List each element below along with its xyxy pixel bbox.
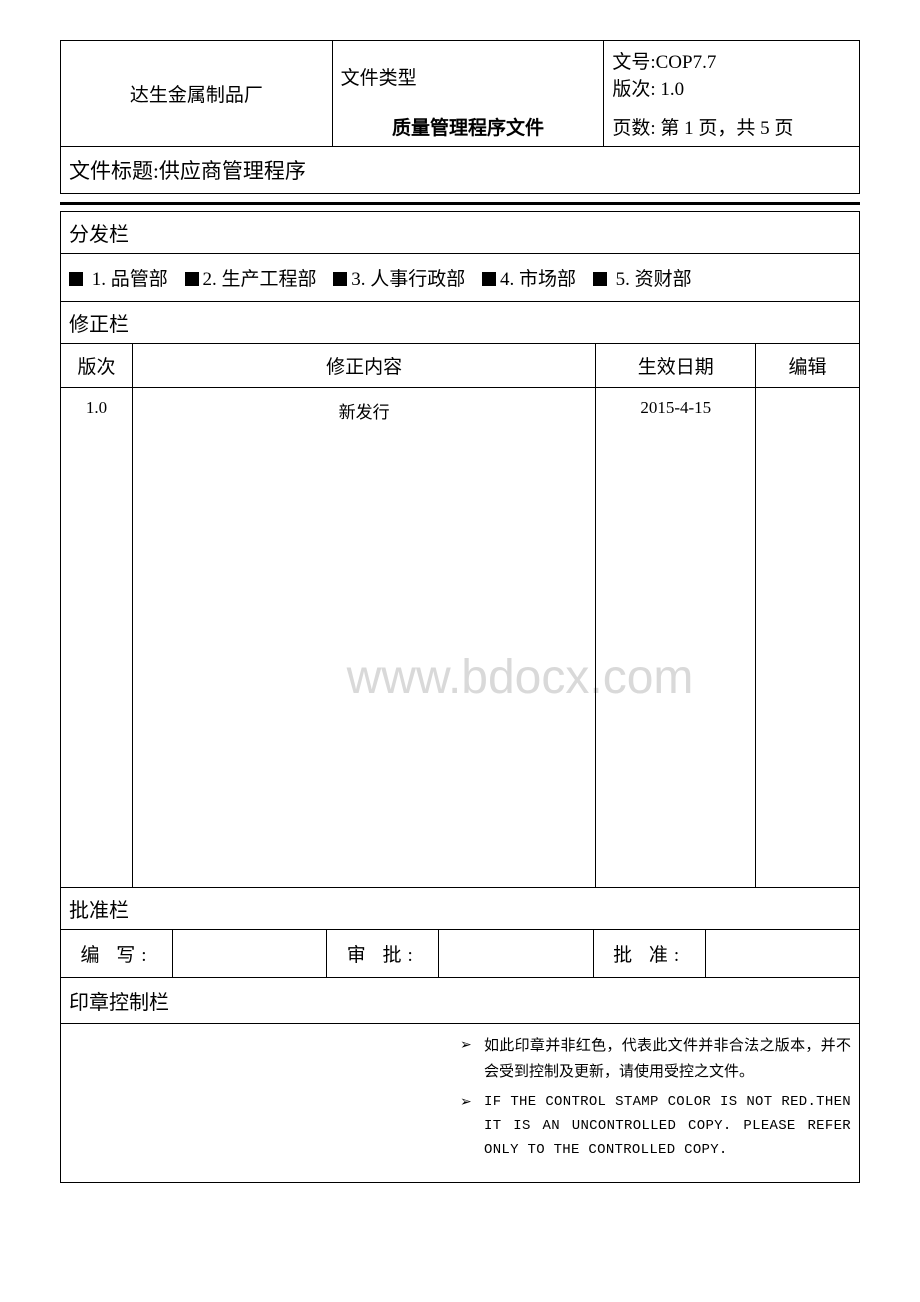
dist-text: 3. 人事行政部 bbox=[351, 269, 465, 290]
stamp-left-blank bbox=[61, 1024, 460, 1182]
rev-date: 2015-4-15 bbox=[596, 388, 756, 888]
dist-text: 4. 市场部 bbox=[500, 269, 576, 290]
distribution-label: 分发栏 bbox=[60, 211, 860, 253]
write-value bbox=[172, 930, 326, 978]
title-value: 供应商管理程序 bbox=[159, 159, 306, 183]
title-label: 文件标题: bbox=[69, 159, 159, 183]
stamp-section: 印章控制栏 ➢ 如此印章并非红色，代表此文件并非合法之版本，并不会受到控制及更新… bbox=[60, 978, 860, 1183]
header-table: 达生金属制品厂 文件类型 文号:COP7.7 版次: 1.0 质量管理程序文件 … bbox=[60, 40, 860, 194]
stamp-body: ➢ 如此印章并非红色，代表此文件并非合法之版本，并不会受到控制及更新，请使用受控… bbox=[61, 1024, 859, 1182]
stamp-label: 印章控制栏 bbox=[61, 978, 859, 1024]
note-en-text: IF THE CONTROL STAMP COLOR IS NOT RED.TH… bbox=[484, 1091, 851, 1162]
dist-item: 3. 人事行政部 bbox=[333, 264, 465, 291]
rev-version: 1.0 bbox=[61, 388, 133, 888]
doc-no-value: COP7.7 bbox=[656, 52, 717, 73]
stamp-note-en: ➢ IF THE CONTROL STAMP COLOR IS NOT RED.… bbox=[460, 1091, 851, 1162]
dist-text: 1. 品管部 bbox=[92, 269, 168, 290]
divider bbox=[60, 202, 860, 205]
dist-text: 2. 生产工程部 bbox=[203, 269, 317, 290]
rev-col-content: 修正内容 bbox=[132, 344, 595, 388]
doc-no-label: 文号: bbox=[612, 52, 655, 73]
approval-table: 编 写: 审 批: 批 准: bbox=[60, 929, 860, 978]
bullet-icon: ➢ bbox=[460, 1091, 484, 1162]
review-value bbox=[439, 930, 593, 978]
checkbox-icon bbox=[69, 272, 83, 286]
write-label: 编 写: bbox=[61, 930, 173, 978]
table-row: 1.0 新发行 2015-4-15 bbox=[61, 388, 860, 888]
revision-label: 修正栏 bbox=[60, 302, 860, 343]
note-cn-text: 如此印章并非红色，代表此文件并非合法之版本，并不会受到控制及更新，请使用受控之文… bbox=[484, 1034, 851, 1085]
checkbox-icon bbox=[185, 272, 199, 286]
doc-type-label: 文件类型 bbox=[332, 41, 604, 108]
review-label: 审 批: bbox=[327, 930, 439, 978]
stamp-notes: ➢ 如此印章并非红色，代表此文件并非合法之版本，并不会受到控制及更新，请使用受控… bbox=[460, 1024, 859, 1182]
checkbox-icon bbox=[333, 272, 347, 286]
company-name: 达生金属制品厂 bbox=[61, 41, 333, 147]
version-label: 版次: bbox=[612, 79, 655, 100]
revision-table: 版次 修正内容 生效日期 编辑 1.0 新发行 2015-4-15 bbox=[60, 343, 860, 888]
dist-item: 2. 生产工程部 bbox=[185, 264, 317, 291]
page-value: 第 1 页，共 5 页 bbox=[660, 118, 793, 139]
doc-type-value: 质量管理程序文件 bbox=[332, 107, 604, 147]
document-page: 达生金属制品厂 文件类型 文号:COP7.7 版次: 1.0 质量管理程序文件 … bbox=[60, 40, 860, 1183]
rev-col-date: 生效日期 bbox=[596, 344, 756, 388]
doc-number: 文号:COP7.7 版次: 1.0 bbox=[604, 41, 860, 108]
rev-col-editor: 编辑 bbox=[756, 344, 860, 388]
page-info: 页数: 第 1 页，共 5 页 bbox=[604, 107, 860, 147]
rev-content: 新发行 bbox=[132, 388, 595, 888]
doc-title-row: 文件标题:供应商管理程序 bbox=[61, 147, 860, 194]
dist-text: 5. 资财部 bbox=[616, 269, 692, 290]
rev-editor bbox=[756, 388, 860, 888]
checkbox-icon bbox=[482, 272, 496, 286]
checkbox-icon bbox=[593, 272, 607, 286]
approve-value bbox=[705, 930, 859, 978]
approve-label: 批 准: bbox=[593, 930, 705, 978]
dist-item: 5. 资财部 bbox=[593, 264, 692, 291]
dist-item: 1. 品管部 bbox=[69, 264, 168, 291]
bullet-icon: ➢ bbox=[460, 1034, 484, 1085]
version-value: 1.0 bbox=[660, 79, 684, 100]
stamp-note-cn: ➢ 如此印章并非红色，代表此文件并非合法之版本，并不会受到控制及更新，请使用受控… bbox=[460, 1034, 851, 1085]
rev-col-version: 版次 bbox=[61, 344, 133, 388]
distribution-body: 1. 品管部 2. 生产工程部 3. 人事行政部 4. 市场部 5. 资财部 bbox=[60, 253, 860, 302]
page-label: 页数: bbox=[612, 118, 655, 139]
approval-label: 批准栏 bbox=[60, 888, 860, 929]
dist-item: 4. 市场部 bbox=[482, 264, 576, 291]
